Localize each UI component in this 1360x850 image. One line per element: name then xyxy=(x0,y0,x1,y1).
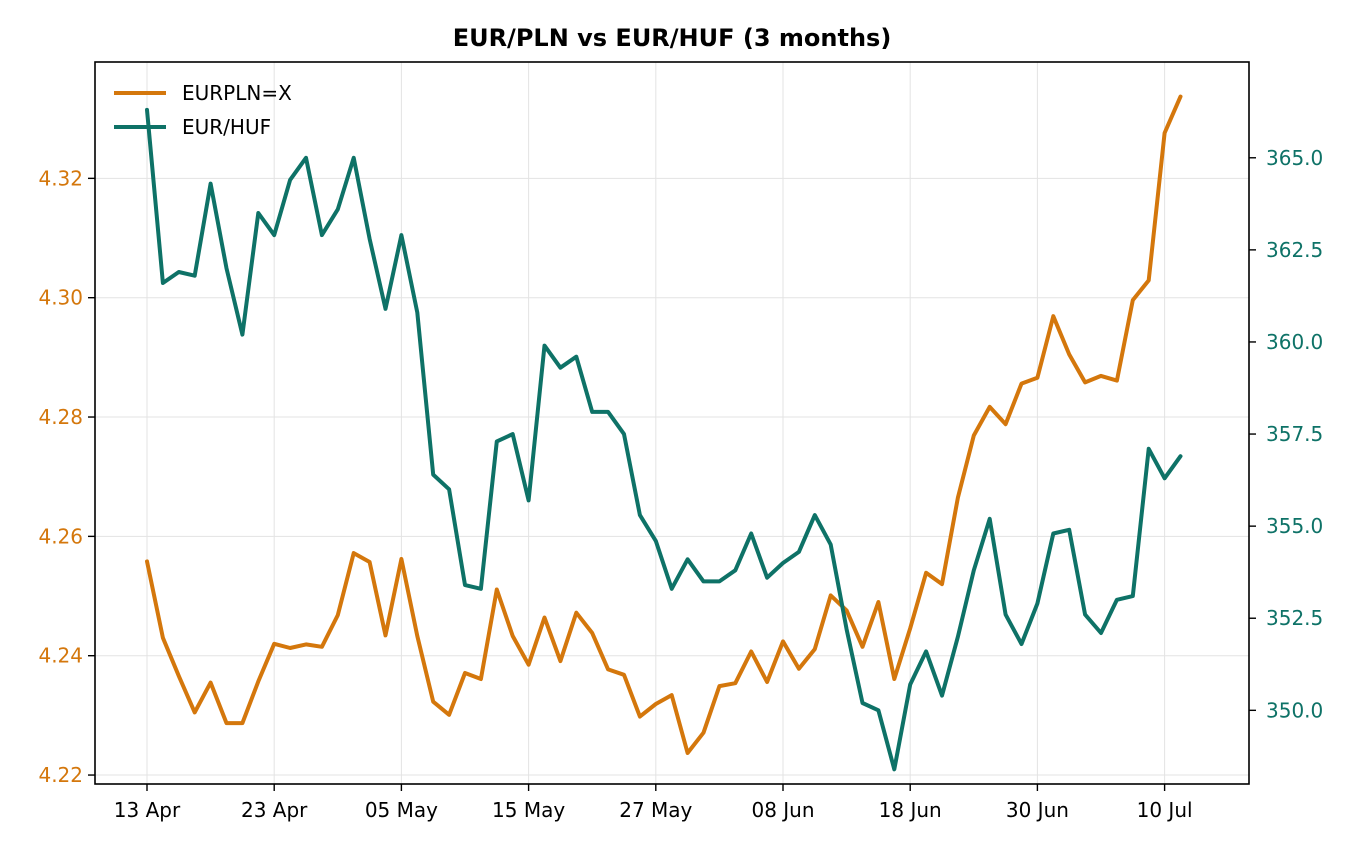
x-tick-label: 23 Apr xyxy=(241,798,308,822)
legend-label-eurhuf: EUR/HUF xyxy=(182,115,271,139)
x-tick-label: 27 May xyxy=(619,798,692,822)
series-line-eurhuf xyxy=(145,107,1183,772)
y-right-tick-label: 357.5 xyxy=(1266,422,1323,446)
y-left-tick-label: 4.32 xyxy=(38,166,83,190)
y-axis-left: 4.22 4.24 4.26 4.28 4.30 4.32 xyxy=(38,166,95,787)
y-left-tick-label: 4.30 xyxy=(38,286,83,310)
plot-background xyxy=(95,62,1249,784)
y-right-tick-label: 355.0 xyxy=(1266,514,1323,538)
x-tick-label: 13 Apr xyxy=(114,798,181,822)
series-layer xyxy=(145,94,1183,772)
y-axis-right: 350.0 352.5 355.0 357.5 360.0 362.5 365.0 xyxy=(1249,146,1323,722)
x-tick-label: 30 Jun xyxy=(1006,798,1069,822)
grid-layer xyxy=(95,62,1249,784)
x-tick-label: 18 Jun xyxy=(879,798,942,822)
y-right-tick-label: 352.5 xyxy=(1266,606,1323,630)
x-tick-label: 15 May xyxy=(492,798,565,822)
x-tick-label: 10 Jul xyxy=(1137,798,1193,822)
x-tick-label: 08 Jun xyxy=(751,798,814,822)
y-right-tick-label: 365.0 xyxy=(1266,146,1323,170)
y-left-tick-label: 4.26 xyxy=(38,524,83,548)
x-tick-label: 05 May xyxy=(365,798,438,822)
y-left-tick-label: 4.24 xyxy=(38,644,83,668)
y-right-tick-label: 360.0 xyxy=(1266,330,1323,354)
y-left-tick-label: 4.28 xyxy=(38,405,83,429)
y-right-tick-label: 350.0 xyxy=(1266,698,1323,722)
series-line-eurpln xyxy=(145,94,1183,755)
y-right-tick-label: 362.5 xyxy=(1266,238,1323,262)
chart-title: EUR/PLN vs EUR/HUF (3 months) xyxy=(453,24,892,52)
x-axis: 13 Apr 23 Apr 05 May 15 May 27 May 08 Jun 18 J… xyxy=(114,784,1193,822)
plot-frame xyxy=(94,61,1250,785)
y-left-tick-label: 4.22 xyxy=(38,763,83,787)
legend: EURPLN=X EUR/HUF xyxy=(114,81,292,139)
legend-label-eurpln: EURPLN=X xyxy=(182,81,292,105)
